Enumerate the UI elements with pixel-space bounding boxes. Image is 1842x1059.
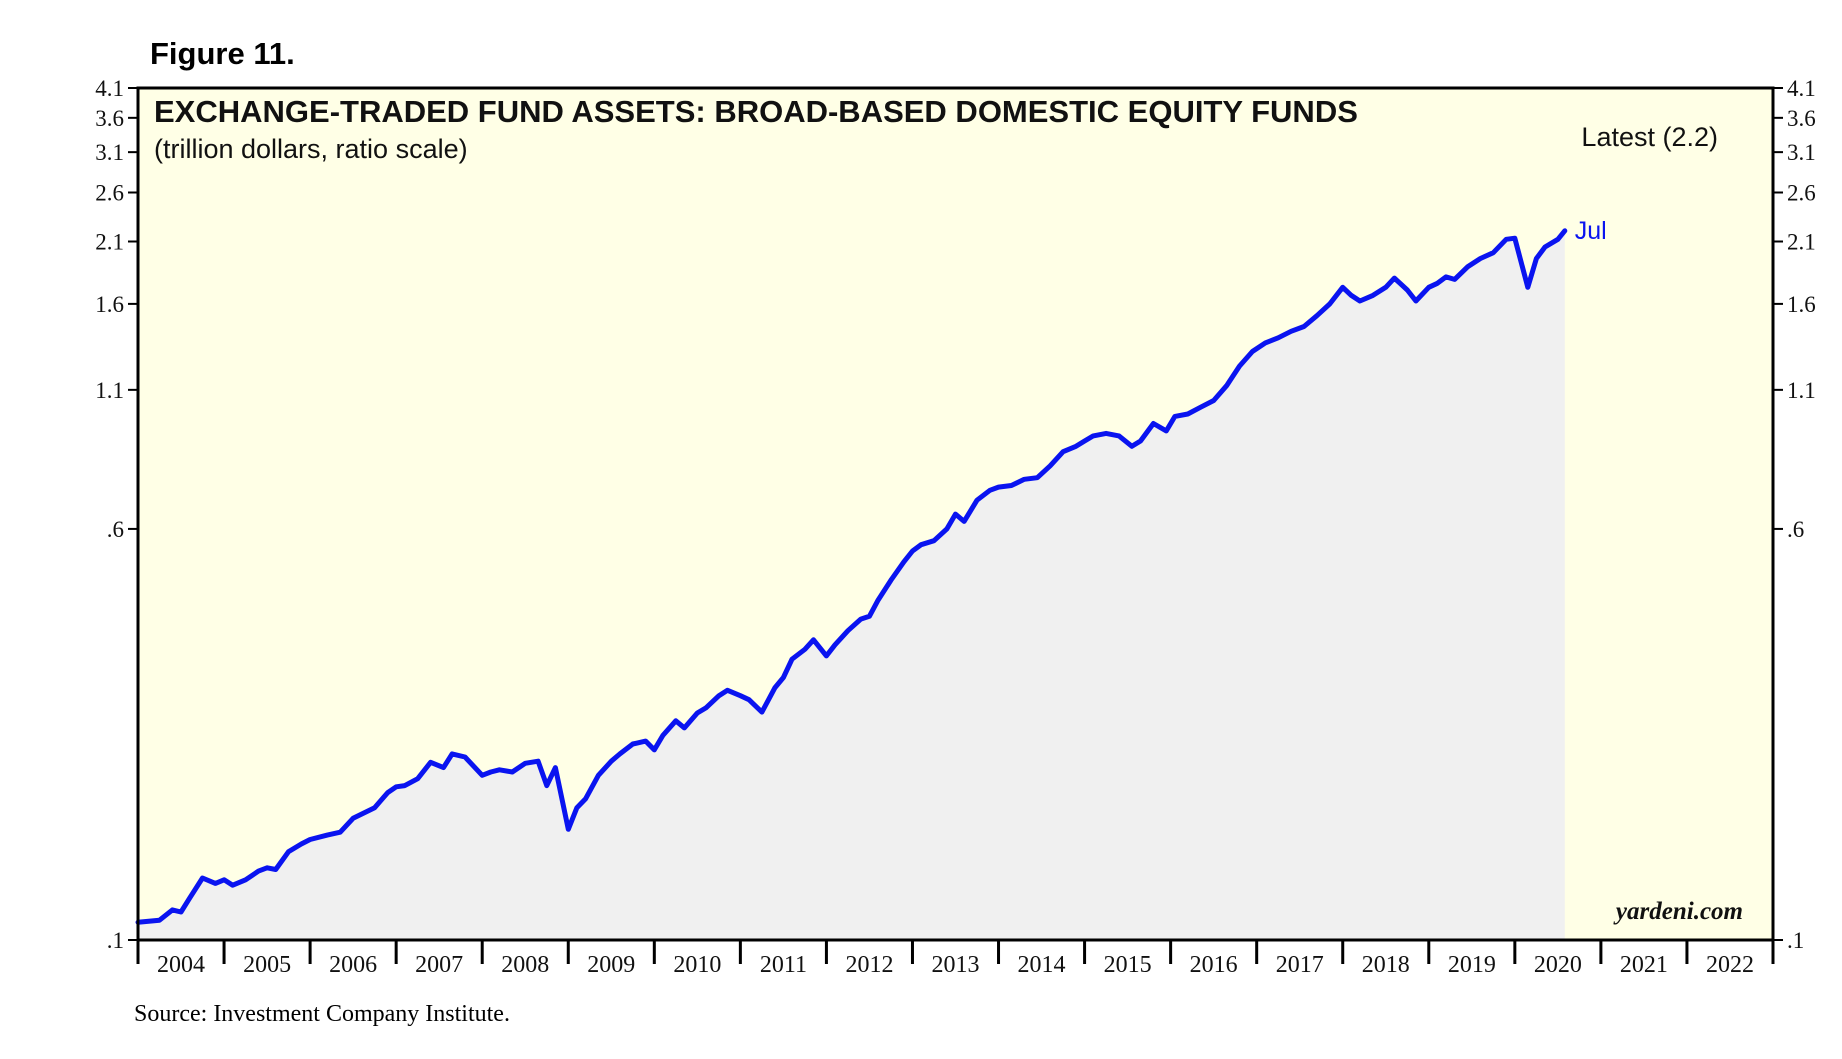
y-tick-label-left: 4.1 xyxy=(95,76,124,101)
series-line xyxy=(135,228,1568,925)
y-tick-label-right: 1.6 xyxy=(1787,292,1816,317)
y-axis-left: 4.1 3.6 3.1 2.6 2.1 1.6 1.1 .6 .1 xyxy=(95,76,138,953)
y-tick-label-left: 2.1 xyxy=(95,229,124,254)
y-tick-label-right: 4.1 xyxy=(1787,76,1816,101)
x-tick-label: 2005 xyxy=(243,952,291,978)
x-tick-label: 2017 xyxy=(1276,952,1324,978)
y-tick-label-left: 1.1 xyxy=(95,378,124,403)
y-tick-label-left: 3.6 xyxy=(95,106,124,131)
x-tick-label: 2004 xyxy=(157,952,205,978)
watermark: yardeni.com xyxy=(1613,898,1743,925)
x-tick-label: 2016 xyxy=(1190,952,1238,978)
plot-frame xyxy=(136,86,1775,942)
x-tick-label: 2014 xyxy=(1018,952,1066,978)
y-tick-label-right: 2.6 xyxy=(1787,180,1816,205)
x-tick-label: 2011 xyxy=(760,952,807,978)
x-tick-label: 2010 xyxy=(673,952,721,978)
x-tick-label: 2008 xyxy=(501,952,549,978)
x-tick-label: 2012 xyxy=(845,952,893,978)
y-tick-label-right: .6 xyxy=(1787,517,1804,542)
x-tick-label: 2015 xyxy=(1104,952,1152,978)
x-tick-label: 2006 xyxy=(329,952,377,978)
source-note: Source: Investment Company Institute. xyxy=(134,1001,510,1027)
x-tick-label: 2007 xyxy=(415,952,463,978)
figure-label: Figure 11. xyxy=(150,36,295,71)
y-tick-label-left: 3.1 xyxy=(95,140,124,165)
y-axis-right: 4.1 3.6 3.1 2.6 2.1 1.6 1.1 .6 .1 xyxy=(1773,76,1816,953)
chart-svg: 4.1 3.6 3.1 2.6 2.1 1.6 1.1 .6 .1 4.1 3.6 3.1 2.6 2.… xyxy=(95,76,1816,978)
y-tick-label-left: .6 xyxy=(107,517,124,542)
x-tick-label: 2019 xyxy=(1448,952,1496,978)
y-tick-label-right: .1 xyxy=(1787,928,1804,953)
x-tick-label: 2013 xyxy=(932,952,980,978)
y-tick-label-right: 3.1 xyxy=(1787,140,1816,165)
end-month-label: Jul xyxy=(1575,217,1607,245)
x-tick-label: 2018 xyxy=(1362,952,1410,978)
chart-title: EXCHANGE-TRADED FUND ASSETS: BROAD-BASED… xyxy=(154,94,1358,129)
area-fill xyxy=(138,230,1565,941)
y-tick-label-right: 3.6 xyxy=(1787,106,1816,131)
y-tick-label-left: .1 xyxy=(107,928,124,953)
x-tick-label: 2020 xyxy=(1534,952,1582,978)
latest-label: Latest (2.2) xyxy=(1581,122,1718,152)
y-tick-label-right: 1.1 xyxy=(1787,378,1816,403)
x-tick-label: 2022 xyxy=(1706,952,1754,978)
x-tick-label: 2021 xyxy=(1620,952,1668,978)
chart-subtitle: (trillion dollars, ratio scale) xyxy=(154,134,468,164)
x-axis: 2004 2005 2006 2007 2008 2009 2010 2011 2012 2013… xyxy=(136,940,1775,978)
y-tick-label-left: 2.6 xyxy=(95,180,124,205)
y-tick-label-left: 1.6 xyxy=(95,292,124,317)
y-tick-label-right: 2.1 xyxy=(1787,229,1816,254)
x-tick-label: 2009 xyxy=(587,952,635,978)
